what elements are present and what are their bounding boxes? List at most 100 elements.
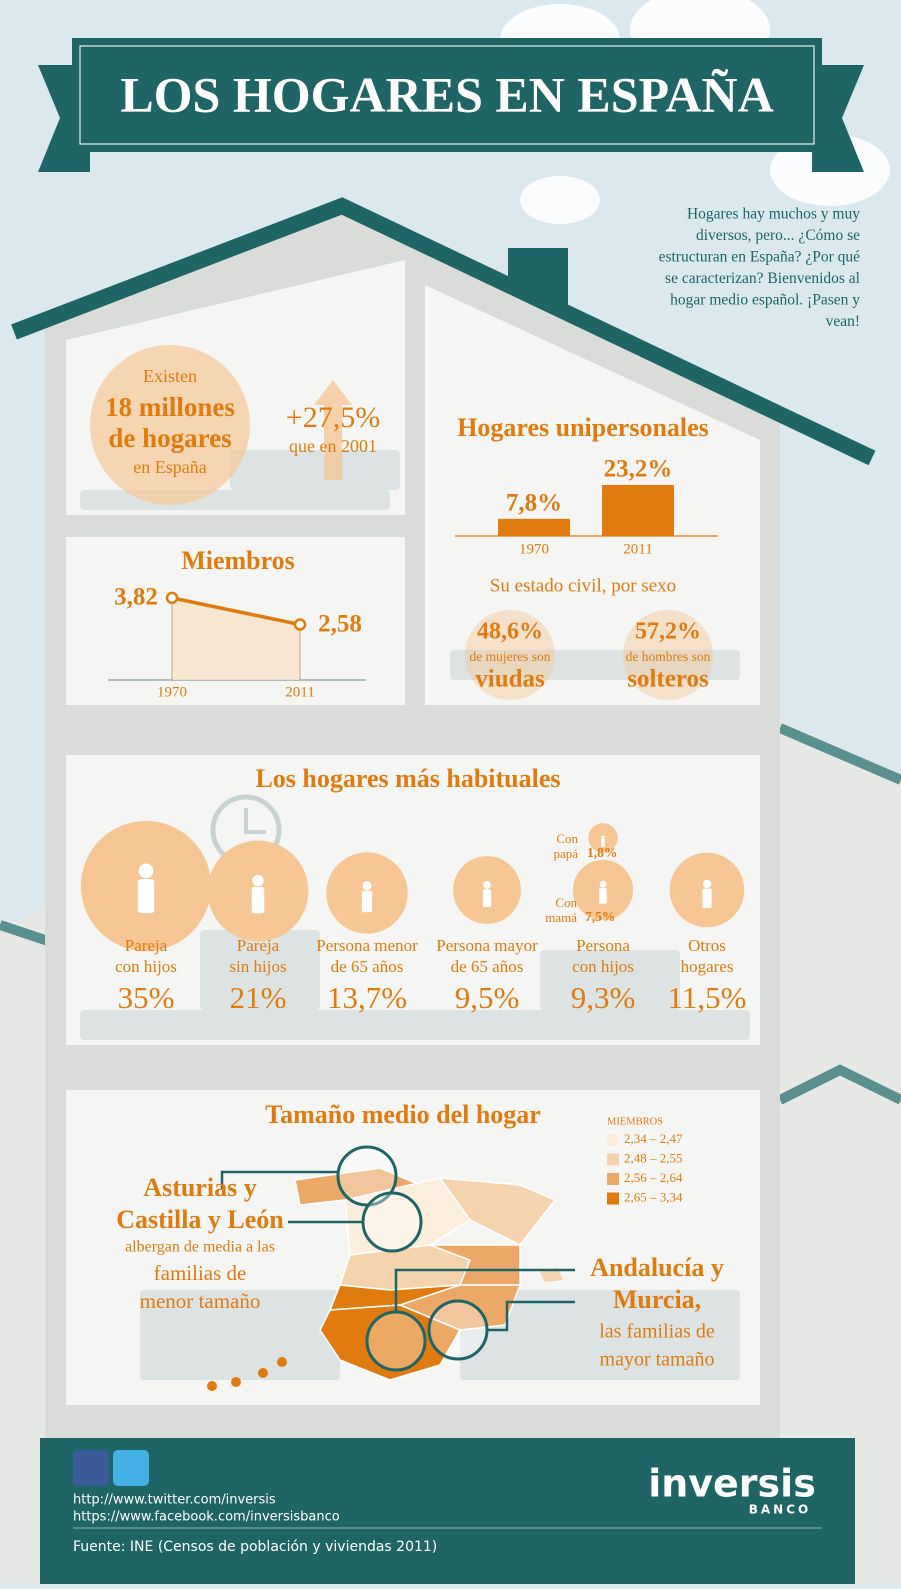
part-value: 7,5% bbox=[585, 909, 615, 924]
legend-swatch bbox=[607, 1192, 619, 1205]
bar bbox=[602, 484, 674, 536]
map-region bbox=[438, 1177, 557, 1246]
neighbour-roof bbox=[777, 1064, 901, 1105]
ribbon-right bbox=[812, 65, 864, 172]
person-icon bbox=[138, 863, 154, 879]
footer-link[interactable]: https://www.facebook.com/inversisbanco bbox=[73, 1510, 340, 1525]
map-annotation: familias de bbox=[154, 1261, 247, 1285]
growth-note: que en 2001 bbox=[289, 436, 377, 456]
total-post: en España bbox=[133, 457, 206, 477]
household-label: Otros bbox=[688, 936, 726, 955]
highlight-circle bbox=[623, 610, 713, 700]
person-icon bbox=[482, 889, 492, 908]
civil-label: viudas bbox=[475, 666, 545, 693]
map-annotation: Murcia, bbox=[613, 1285, 701, 1314]
civil-value: 48,6% bbox=[477, 619, 543, 645]
footer bbox=[40, 1438, 855, 1584]
household-label: Persona menor bbox=[316, 936, 418, 955]
furniture bbox=[460, 1290, 740, 1380]
household-label: de 65 años bbox=[331, 957, 404, 976]
household-label: con hijos bbox=[115, 957, 177, 976]
household-value: 21% bbox=[230, 980, 287, 1015]
value-label: 2,58 bbox=[318, 610, 362, 637]
intro-text: estructuran en España? ¿Por qué bbox=[659, 249, 861, 266]
legend-title: MIEMBROS bbox=[607, 1116, 663, 1127]
household-label: Pareja bbox=[237, 936, 280, 955]
callout-circle bbox=[427, 1299, 489, 1361]
household-label: Persona bbox=[576, 936, 630, 955]
clock-hands bbox=[244, 808, 266, 834]
legend-label: 2,56 – 2,64 bbox=[624, 1170, 683, 1185]
part-label: Con bbox=[556, 831, 578, 846]
callout-line bbox=[487, 1300, 575, 1332]
map-island bbox=[540, 1268, 563, 1282]
growth-arrow bbox=[314, 380, 352, 480]
map-island bbox=[231, 1377, 241, 1387]
highlight-circle bbox=[465, 610, 555, 700]
x-tick-label: 1970 bbox=[157, 684, 187, 700]
household-value: 13,7% bbox=[327, 980, 407, 1015]
total-pre: Existen bbox=[143, 366, 197, 386]
furniture bbox=[200, 930, 320, 1010]
intro-text: diversos, pero... ¿Cómo se bbox=[696, 227, 860, 244]
intro-text: se caracterizan? Bienvenidos al bbox=[665, 270, 860, 287]
legend-swatch bbox=[607, 1153, 619, 1166]
legend-label: 2,48 – 2,55 bbox=[624, 1150, 683, 1165]
banner bbox=[72, 38, 822, 152]
main-title: LOS HOGARES EN ESPAÑA bbox=[120, 66, 773, 122]
part-value: 1,8% bbox=[587, 845, 617, 860]
part-label: mamá bbox=[545, 910, 577, 925]
furniture bbox=[140, 1290, 340, 1380]
legend-label: 2,34 – 2,47 bbox=[624, 1131, 683, 1146]
x-tick-label: 2011 bbox=[623, 541, 652, 557]
data-line bbox=[171, 596, 301, 627]
furniture bbox=[80, 490, 390, 510]
household-label: con hijos bbox=[572, 957, 634, 976]
brand-sub: BANCO bbox=[749, 1503, 811, 1517]
map-region bbox=[319, 1304, 462, 1381]
intro-text: Hogares hay muchos y muy bbox=[687, 206, 860, 223]
facebook-icon[interactable] bbox=[73, 1450, 109, 1486]
household-label: Pareja bbox=[125, 936, 168, 955]
footer-link[interactable]: http://www.twitter.com/inversis bbox=[73, 1493, 276, 1508]
x-tick-label: 2011 bbox=[285, 684, 314, 700]
intro-text: hogar medio español. ¡Pasen y bbox=[670, 292, 860, 309]
map-annotation: las familias de bbox=[599, 1321, 715, 1343]
twitter-icon[interactable] bbox=[113, 1450, 149, 1486]
person-icon bbox=[251, 886, 265, 914]
roof bbox=[11, 197, 876, 466]
furniture bbox=[80, 1010, 750, 1040]
bar bbox=[498, 518, 570, 536]
room bbox=[425, 285, 760, 705]
household-value: 9,5% bbox=[455, 980, 520, 1015]
person-icon bbox=[483, 881, 491, 889]
map-annotation: Asturias y bbox=[143, 1173, 256, 1202]
map-annotation: Andalucía y bbox=[590, 1253, 724, 1282]
map-annotation: mayor tamaño bbox=[600, 1349, 715, 1371]
total-line2: de hogares bbox=[108, 423, 231, 453]
part-label: papá bbox=[553, 846, 578, 861]
household-label: hogares bbox=[681, 957, 734, 976]
person-icon bbox=[702, 888, 712, 909]
civil-note: de hombres son bbox=[626, 649, 711, 664]
section-subtitle: Su estado civil, por sexo bbox=[490, 575, 676, 596]
household-value: 35% bbox=[118, 980, 175, 1015]
map-region bbox=[397, 1284, 522, 1331]
source: Fuente: INE (Censos de población y vivie… bbox=[73, 1539, 437, 1555]
map-annotation: albergan de media a las bbox=[125, 1239, 275, 1256]
x-tick-label: 1970 bbox=[519, 541, 549, 557]
person-icon bbox=[599, 880, 607, 888]
map-island bbox=[258, 1368, 268, 1378]
brand: inversis bbox=[648, 1462, 816, 1506]
civil-note: de mujeres son bbox=[470, 649, 551, 664]
legend-swatch bbox=[607, 1173, 619, 1185]
intro-text: vean! bbox=[826, 313, 860, 330]
civil-value: 57,2% bbox=[635, 619, 701, 645]
callout-circle bbox=[361, 1191, 423, 1253]
household-value: 9,3% bbox=[571, 980, 636, 1015]
callout-line bbox=[394, 1268, 575, 1312]
person-icon bbox=[601, 835, 605, 839]
map-annotation: menor tamaño bbox=[140, 1289, 261, 1313]
person-icon bbox=[601, 839, 605, 847]
